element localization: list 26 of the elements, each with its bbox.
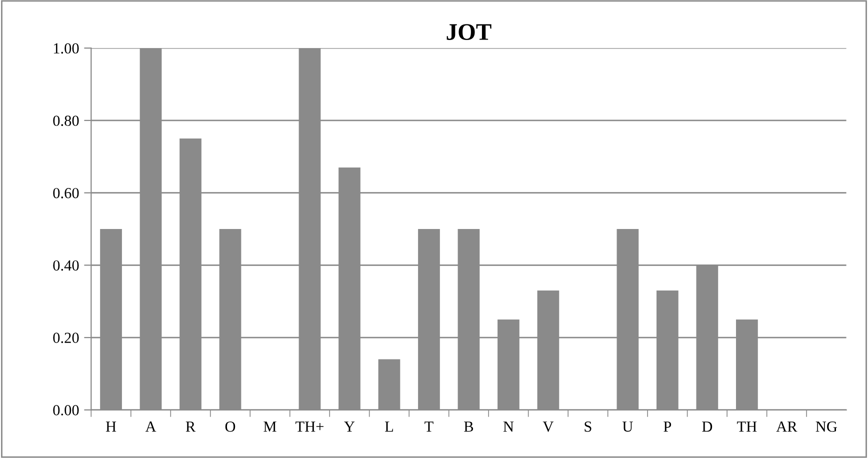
x-tick-label: N (503, 422, 514, 432)
x-tick-label: D (702, 422, 712, 432)
x-tick-label: U (622, 422, 633, 432)
x-tick-label: O (225, 422, 236, 432)
x-tick-label: V (542, 422, 554, 432)
x-tick-label: L (385, 422, 393, 432)
x-tick-label: Y (344, 422, 355, 432)
x-tick-label: NG (816, 422, 837, 432)
x-tick-label: S (584, 422, 592, 432)
x-tick-label: M (264, 422, 276, 432)
y-tick-label: 0.00 (53, 405, 79, 416)
y-tick-label: 0.80 (53, 116, 79, 126)
y-tick-label: 1.00 (54, 43, 79, 54)
y-tick-label: 0.40 (53, 260, 79, 271)
x-tick-label: H (106, 422, 116, 432)
x-tick-label: P (664, 422, 672, 432)
x-tick-label: B (464, 422, 474, 432)
x-tick-label: A (145, 422, 156, 432)
x-tick-label: R (186, 422, 196, 432)
x-tick-label: TH+ (296, 422, 324, 432)
x-tick-label: AR (776, 422, 798, 432)
x-tick-label: T (424, 422, 434, 432)
chart-title: JOT (446, 24, 492, 40)
y-tick-label: 0.20 (53, 332, 79, 344)
y-tick-label: 0.60 (53, 188, 79, 198)
x-tick-label: TH (737, 422, 757, 432)
